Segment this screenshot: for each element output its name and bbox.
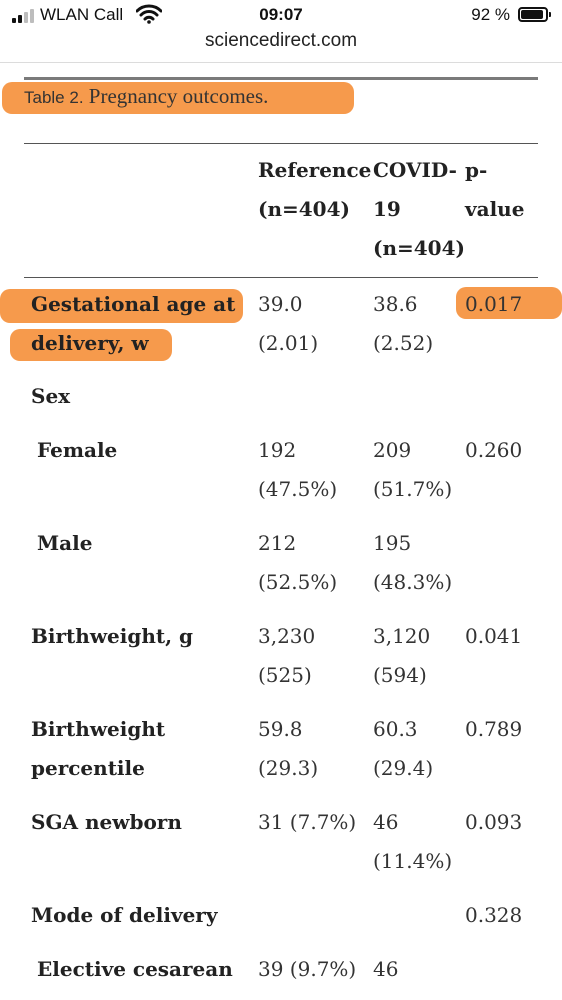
battery-percentage: 92 %	[471, 5, 510, 24]
cell-percentile-reference: 59.8 (29.3)	[258, 717, 319, 780]
cellular-signal-icon	[12, 9, 34, 23]
header-reference: Reference (n=404)	[258, 158, 372, 221]
table-caption-label: Table 2.	[24, 88, 84, 107]
highlight-gestational-age-line1	[0, 289, 243, 323]
table-caption-title: Pregnancy outcomes.	[88, 84, 269, 108]
cell-female-covid: 209 (51.7%)	[373, 438, 453, 501]
row-label-male: Male	[37, 531, 93, 555]
cell-sga-p: 0.093	[465, 810, 523, 834]
cell-male-covid: 195 (48.3%)	[373, 531, 453, 594]
row-label-mode-of-delivery: Mode of delivery	[31, 903, 218, 927]
address-bar-url[interactable]: sciencedirect.com	[204, 30, 358, 51]
row-label-sex: Sex	[31, 384, 71, 408]
table-caption: Table 2. Pregnancy outcomes.	[24, 84, 268, 109]
clock: 09:07	[259, 5, 303, 24]
wifi-icon	[136, 4, 162, 24]
cell-elective-cesarean-covid: 46	[373, 957, 399, 981]
status-bar: WLAN Call 09:07 92 %	[0, 0, 562, 30]
row-label-elective-cesarean: Elective cesarean	[37, 957, 233, 981]
cell-birthweight-covid: 3,120 (594)	[373, 624, 431, 687]
cell-elective-cesarean-reference: 39 (9.7%)	[258, 957, 357, 981]
carrier-label: WLAN Call	[40, 5, 124, 24]
battery-icon	[518, 7, 551, 22]
cell-birthweight-reference: 3,230 (525)	[258, 624, 316, 687]
row-label-gestational-age: Gestational age at delivery, w	[31, 292, 236, 355]
cell-female-reference: 192 (47.5%)	[258, 438, 338, 501]
highlight-p-value	[456, 287, 562, 319]
row-label-birthweight: Birthweight, g	[31, 624, 194, 648]
address-bar-divider	[0, 62, 562, 63]
row-label-birthweight-percentile: Birthweight percentile	[31, 717, 166, 780]
table-header-top-rule	[24, 143, 538, 144]
cell-sga-covid: 46 (11.4%)	[373, 810, 453, 873]
section-top-rule	[24, 77, 538, 80]
cell-female-p: 0.260	[465, 438, 523, 462]
row-label-sga-newborn: SGA newborn	[31, 810, 182, 834]
cell-male-reference: 212 (52.5%)	[258, 531, 338, 594]
cell-gestational-age-reference: 39.0 (2.01)	[258, 292, 319, 355]
row-label-female: Female	[37, 438, 118, 462]
header-p-value: p- value	[465, 158, 525, 221]
cell-mode-of-delivery-p: 0.328	[465, 903, 523, 927]
cell-percentile-covid: 60.3 (29.4)	[373, 717, 434, 780]
cell-sga-reference: 31 (7.7%)	[258, 810, 357, 834]
highlight-gestational-age-line2	[10, 329, 172, 361]
cell-gestational-age-covid: 38.6 (2.52)	[373, 292, 434, 355]
header-covid: COVID- 19 (n=404)	[373, 158, 465, 260]
table-header-bottom-rule	[24, 277, 538, 278]
cell-gestational-age-p: 0.017	[465, 292, 523, 316]
cell-percentile-p: 0.789	[465, 717, 523, 741]
cell-birthweight-p: 0.041	[465, 624, 523, 648]
highlight-caption	[2, 82, 354, 114]
